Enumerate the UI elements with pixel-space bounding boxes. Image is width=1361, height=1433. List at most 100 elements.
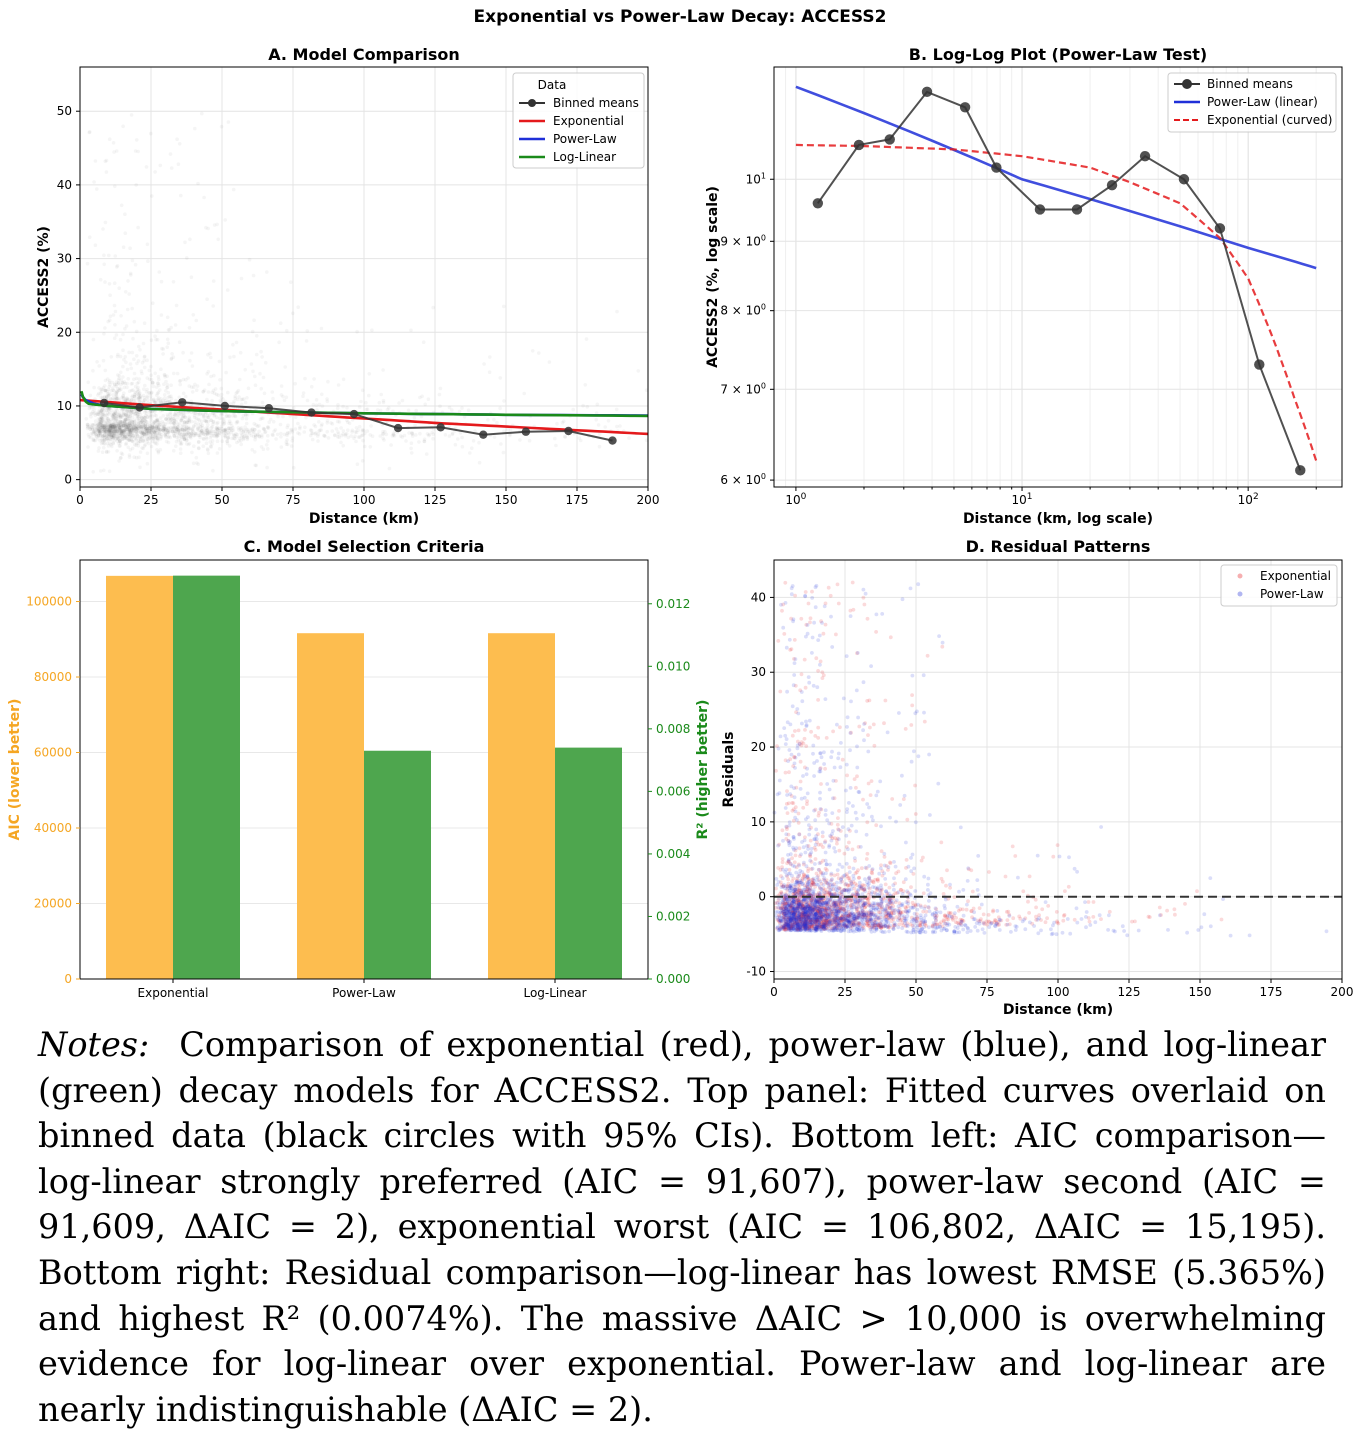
data-point [108, 396, 113, 401]
data-point [122, 391, 126, 396]
data-point [180, 430, 185, 435]
data-point [167, 426, 171, 431]
data-point [166, 429, 170, 434]
data-point [627, 436, 631, 440]
data-point [205, 428, 209, 433]
data-point [123, 427, 127, 431]
data-point [108, 314, 113, 319]
data-point [170, 420, 174, 425]
data-point [130, 435, 134, 440]
data-point [146, 434, 151, 439]
data-point [207, 431, 211, 436]
binned-mean-point [479, 430, 488, 439]
data-point [113, 397, 117, 402]
data-point [119, 425, 123, 430]
data-point [320, 422, 324, 427]
data-point [114, 407, 119, 411]
data-point [239, 426, 244, 430]
data-point [158, 447, 163, 452]
data-point [223, 434, 228, 438]
data-point [109, 430, 113, 434]
data-point [130, 395, 134, 400]
data-point [118, 422, 122, 427]
data-point [108, 392, 112, 397]
data-point [110, 423, 115, 427]
binned-mean-point [1178, 174, 1190, 185]
data-point [135, 413, 139, 418]
power-law-residual-point [874, 612, 879, 617]
data-point [169, 418, 173, 422]
data-point [356, 435, 361, 439]
data-point [121, 424, 126, 428]
data-point [122, 436, 126, 440]
data-point [194, 455, 199, 460]
data-point [136, 380, 141, 385]
data-point [125, 399, 129, 403]
exponential-residual-point [1107, 909, 1112, 914]
data-point [119, 314, 123, 318]
power-law-residual-point [804, 772, 809, 777]
data-point [199, 429, 204, 433]
data-point [305, 398, 310, 403]
power-law-residual-point [863, 591, 868, 596]
data-point [132, 427, 137, 432]
data-point [153, 431, 157, 435]
data-point [144, 431, 148, 436]
data-point [108, 424, 112, 429]
data-point [135, 361, 139, 366]
data-point [336, 432, 341, 436]
data-point [95, 360, 99, 364]
data-point [164, 398, 168, 403]
data-point [200, 111, 204, 116]
data-point [102, 434, 106, 438]
data-point [112, 413, 116, 417]
data-point [97, 391, 101, 396]
data-point [166, 430, 170, 435]
y-left-tick-label: 60000 [34, 746, 72, 760]
data-point [130, 446, 135, 451]
exponential-residual-point [816, 736, 821, 740]
data-point [104, 170, 109, 174]
data-point [111, 441, 115, 446]
data-point [161, 414, 166, 418]
binned-mean-point [135, 403, 144, 412]
data-point [225, 414, 229, 418]
data-point [106, 430, 111, 434]
data-point [264, 443, 269, 447]
legend-marker-binned [1182, 79, 1192, 89]
data-point [341, 404, 345, 409]
data-point [113, 411, 117, 416]
data-point [131, 388, 135, 392]
data-point [110, 414, 115, 419]
legend-label-binned: Binned means [553, 96, 639, 110]
data-point [147, 425, 151, 430]
data-point [136, 392, 141, 397]
data-point [357, 424, 362, 429]
data-point [145, 415, 149, 420]
data-point [227, 426, 231, 430]
exponential-residual-point [833, 836, 837, 840]
data-point [166, 414, 170, 419]
data-point [160, 346, 164, 351]
data-point [132, 422, 137, 427]
data-point [256, 433, 261, 437]
power-law-residual-point [1084, 925, 1088, 930]
exponential-residual-point [1172, 907, 1177, 912]
data-point [104, 158, 109, 163]
power-law-residual-point [835, 868, 840, 872]
data-point [425, 432, 430, 436]
data-point [169, 394, 173, 399]
data-point [108, 425, 113, 430]
data-point [111, 436, 116, 441]
data-point [92, 385, 96, 390]
data-point [165, 383, 170, 387]
power-law-residual-point [832, 765, 837, 770]
data-point [381, 368, 385, 372]
data-point [115, 421, 119, 426]
data-point [101, 415, 105, 420]
data-point [129, 426, 134, 430]
data-point [175, 431, 180, 435]
data-point [163, 432, 168, 437]
data-point [499, 442, 503, 446]
data-point [259, 386, 264, 391]
